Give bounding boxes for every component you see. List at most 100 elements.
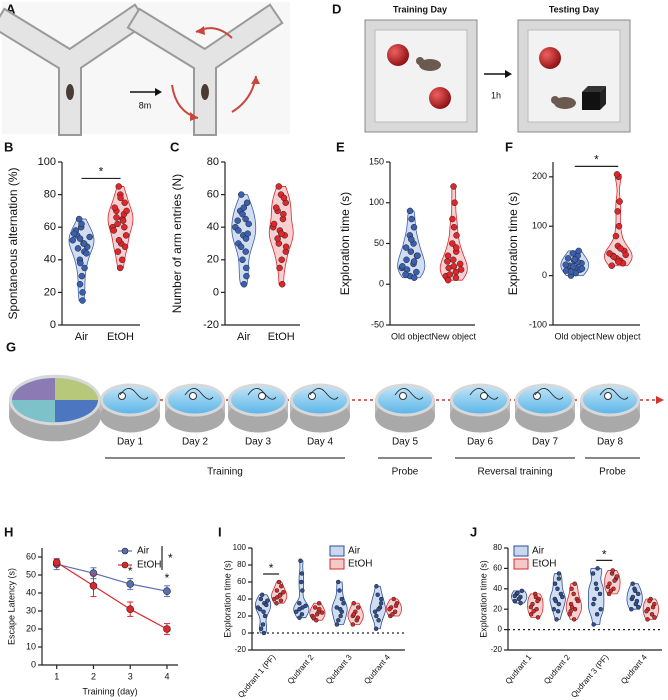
y-tick-label: 40 — [44, 254, 56, 266]
y-tick-label: 20 — [207, 254, 219, 266]
delay-label: 8m — [139, 100, 152, 110]
data-point — [414, 252, 421, 259]
data-point — [277, 593, 283, 598]
x-tick-label: Air — [75, 331, 89, 343]
data-point — [592, 596, 597, 602]
data-point — [571, 256, 579, 263]
data-point — [278, 256, 285, 264]
data-point — [387, 606, 392, 612]
data-point — [298, 558, 303, 563]
data-point — [571, 617, 577, 622]
data-point — [446, 271, 454, 278]
data-point — [242, 215, 249, 223]
data-point — [350, 622, 356, 627]
y-tick-label: 80 — [207, 156, 219, 168]
data-point — [89, 581, 98, 590]
significance-label: * — [165, 571, 170, 585]
data-point — [335, 579, 341, 585]
panel-label: H — [4, 524, 13, 539]
data-point — [594, 586, 600, 592]
data-point — [597, 591, 603, 597]
panel-label: E — [336, 139, 345, 154]
data-point — [312, 605, 318, 610]
data-point — [564, 255, 572, 262]
data-point — [449, 215, 456, 223]
x-tick-label: Qudrant 1 (PF) — [236, 653, 277, 700]
data-point — [110, 227, 118, 234]
data-point — [299, 571, 305, 576]
data-point — [591, 601, 596, 607]
y-tick-label: 20 — [493, 604, 502, 613]
data-point — [351, 612, 357, 617]
data-point — [297, 615, 302, 620]
rotation-arrow-heads — [190, 26, 260, 121]
data-point — [636, 604, 641, 610]
legend-label: Air — [348, 546, 361, 557]
y-tick-label: 0 — [542, 270, 547, 280]
x-tick-label: EtOH — [107, 331, 134, 343]
x-tick-label: 1 — [54, 671, 59, 681]
data-point — [554, 617, 559, 622]
pool-water — [103, 386, 157, 414]
data-point — [612, 578, 617, 583]
data-point — [272, 204, 280, 211]
y-tick-label: 50 — [26, 569, 36, 579]
quadrants — [12, 400, 55, 422]
y-tick-label: 30 — [26, 605, 36, 615]
data-point — [615, 222, 623, 230]
y-tick-label: 10 — [26, 641, 36, 651]
data-point — [406, 207, 414, 215]
data-point — [616, 198, 623, 205]
data-point — [319, 610, 325, 615]
data-point — [303, 603, 308, 609]
y-tick-label: -100 — [529, 319, 547, 329]
data-point — [274, 235, 281, 242]
data-point — [237, 243, 245, 251]
data-point — [314, 612, 320, 617]
data-point — [163, 587, 171, 596]
data-point — [644, 608, 649, 614]
data-point — [234, 217, 241, 224]
data-point — [114, 248, 122, 255]
data-point — [512, 593, 518, 599]
y-tick-label: 20 — [237, 611, 246, 620]
y-tick-label: 80 — [44, 189, 56, 201]
water-maze-diagram — [9, 374, 640, 442]
panel-label: G — [6, 339, 16, 354]
y-tick-label: 20 — [26, 623, 36, 633]
y-axis-label: Number of arm entries (N) — [170, 174, 184, 313]
data-point — [408, 215, 415, 223]
data-point — [278, 281, 286, 288]
x-tick-label: 2 — [91, 671, 96, 681]
data-point — [605, 584, 611, 590]
data-point — [261, 630, 267, 636]
mouse — [533, 392, 541, 400]
y-axis-label: Exploration time (s) — [478, 560, 488, 638]
pool-water — [168, 386, 222, 414]
data-point — [264, 602, 269, 608]
data-point — [614, 208, 621, 215]
x-tick-label: Old object — [554, 331, 595, 341]
data-point — [240, 204, 248, 211]
data-point — [555, 608, 561, 614]
maze-arm — [0, 10, 84, 76]
y-tick-label: 80 — [493, 543, 502, 552]
legend-swatch — [329, 558, 345, 570]
data-point — [556, 601, 562, 607]
data-point — [593, 581, 599, 586]
data-point — [457, 266, 465, 273]
data-point — [452, 274, 460, 281]
day-label: Day 5 — [392, 437, 419, 448]
data-point — [375, 592, 380, 597]
data-point — [163, 625, 171, 633]
mouse — [399, 392, 407, 400]
y-tick-label: 60 — [44, 221, 56, 233]
mouse — [189, 392, 197, 400]
data-point — [572, 606, 578, 612]
data-point — [378, 601, 384, 606]
y-axis-label: Spontaneous alternation (%) — [6, 167, 20, 319]
phase-label: Reversal training — [477, 467, 552, 478]
data-point — [630, 594, 636, 600]
data-point — [243, 264, 250, 272]
